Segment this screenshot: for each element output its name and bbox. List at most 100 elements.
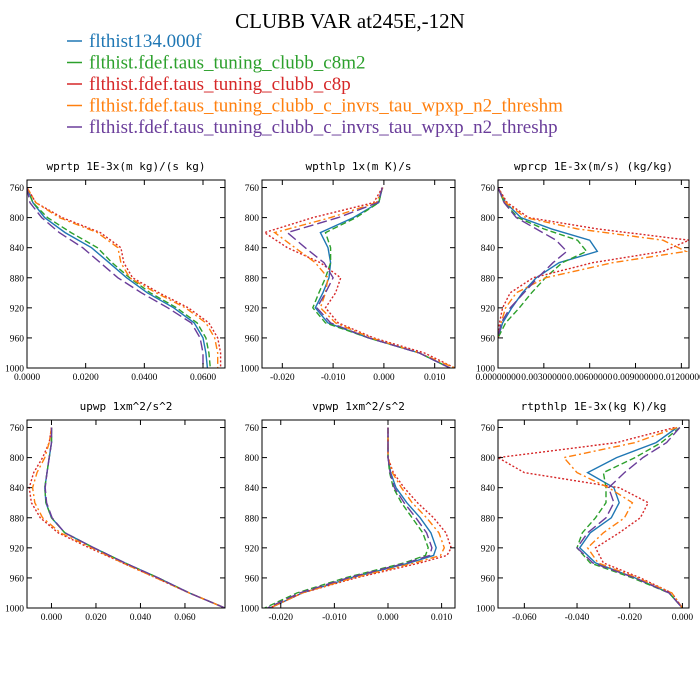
series-line bbox=[27, 187, 222, 368]
y-tick-label: 960 bbox=[10, 334, 25, 344]
y-tick-label: 840 bbox=[245, 484, 260, 494]
y-tick-label: 920 bbox=[10, 544, 25, 554]
y-tick-label: 840 bbox=[481, 484, 496, 494]
y-tick-label: 800 bbox=[481, 214, 496, 224]
y-tick-label: 920 bbox=[481, 304, 496, 314]
legend-entry: flthist.fdef.taus_tuning_clubb_c_invrs_t… bbox=[89, 96, 563, 117]
x-tick-label: 0.010 bbox=[431, 613, 453, 623]
series-line bbox=[562, 426, 683, 608]
series-line bbox=[44, 427, 225, 608]
x-tick-label: 0.0600 bbox=[190, 373, 216, 383]
panel: vpwp 1xm^2/s^2 760 800 840 880 920 960 1000 -0.0… bbox=[240, 400, 456, 623]
panel: wprtp 1E-3x(m kg)/(s kg) 760 800 840 880 920 9… bbox=[5, 160, 226, 383]
series-group bbox=[262, 187, 455, 368]
legend-entry: flthist134.000f bbox=[89, 31, 202, 52]
y-tick-label: 920 bbox=[481, 544, 496, 554]
y-tick-label: 840 bbox=[10, 484, 25, 494]
x-tick-label: 0.040 bbox=[130, 613, 152, 623]
series-line bbox=[498, 187, 568, 339]
series-line bbox=[269, 427, 452, 608]
y-tick-label: 840 bbox=[10, 244, 25, 254]
series-group bbox=[498, 187, 689, 339]
y-tick-label: 880 bbox=[10, 274, 25, 284]
y-tick-label: 920 bbox=[245, 544, 260, 554]
y-tick-label: 960 bbox=[245, 334, 260, 344]
y-tick-label: 760 bbox=[245, 424, 260, 434]
series-line bbox=[498, 187, 588, 339]
series-line bbox=[498, 187, 689, 339]
y-tick-label: 760 bbox=[245, 184, 260, 194]
series-line bbox=[498, 426, 683, 608]
y-tick-label: 880 bbox=[245, 514, 260, 524]
y-tick-label: 760 bbox=[10, 184, 25, 194]
plot-frame bbox=[26, 179, 226, 369]
panel: wpthlp 1x(m K)/s 760 800 840 880 920 960 1000 -0… bbox=[240, 160, 456, 383]
y-tick-label: 1000 bbox=[476, 365, 495, 375]
y-tick-label: 1000 bbox=[476, 605, 495, 615]
y-tick-label: 760 bbox=[10, 424, 25, 434]
legend: flthist134.000fflthist.fdef.taus_tuning_… bbox=[67, 31, 563, 138]
series-line bbox=[267, 427, 433, 608]
y-tick-label: 920 bbox=[10, 304, 25, 314]
x-tick-label: 0.0200 bbox=[73, 373, 99, 383]
legend-entry: flthist.fdef.taus_tuning_clubb_c8m2 bbox=[89, 53, 366, 74]
legend-entry: flthist.fdef.taus_tuning_clubb_c_invrs_t… bbox=[89, 117, 558, 138]
series-line bbox=[27, 187, 219, 368]
x-tick-label: 0.0000 bbox=[14, 373, 40, 383]
series-line bbox=[576, 426, 683, 608]
series-line bbox=[285, 187, 451, 368]
x-tick-label: -0.010 bbox=[321, 373, 346, 383]
panel-title: vpwp 1xm^2/s^2 bbox=[312, 400, 405, 413]
x-tick-label: 0.020 bbox=[85, 613, 107, 623]
series-line bbox=[27, 187, 211, 368]
x-tick-label: -0.020 bbox=[268, 613, 293, 623]
series-line bbox=[498, 187, 689, 338]
y-tick-label: 760 bbox=[481, 184, 496, 194]
y-tick-label: 880 bbox=[481, 274, 496, 284]
series-line bbox=[576, 427, 683, 608]
y-tick-label: 1000 bbox=[5, 365, 24, 375]
plot-frame bbox=[497, 179, 690, 369]
x-tick-label: 0.00000000 bbox=[475, 373, 520, 383]
y-tick-label: 840 bbox=[481, 244, 496, 254]
series-group bbox=[264, 427, 452, 608]
legend-entry: flthist.fdef.taus_tuning_clubb_c8p bbox=[89, 74, 351, 95]
plot-frame bbox=[26, 419, 226, 609]
figure-title: CLUBB VAR at245E,-12N bbox=[235, 9, 465, 33]
series-line bbox=[31, 427, 225, 608]
y-tick-label: 840 bbox=[245, 244, 260, 254]
x-tick-label: 0.000 bbox=[373, 373, 395, 383]
x-tick-label: -0.040 bbox=[565, 613, 590, 623]
y-tick-label: 880 bbox=[245, 274, 260, 284]
y-tick-label: 960 bbox=[10, 574, 25, 584]
x-tick-label: 0.000 bbox=[41, 613, 63, 623]
y-tick-label: 880 bbox=[481, 514, 496, 524]
panel-title: wprtp 1E-3x(m kg)/(s kg) bbox=[47, 160, 206, 173]
panel-title: wpthlp 1x(m K)/s bbox=[306, 160, 412, 173]
series-line bbox=[44, 427, 225, 608]
series-group bbox=[27, 187, 222, 368]
panels: wprtp 1E-3x(m kg)/(s kg) 760 800 840 880 920 9… bbox=[5, 160, 700, 623]
y-tick-label: 800 bbox=[10, 214, 25, 224]
series-line bbox=[498, 187, 599, 339]
plot-frame bbox=[261, 179, 456, 369]
series-line bbox=[264, 427, 429, 608]
x-tick-label: 0.00300000 bbox=[521, 373, 566, 383]
y-tick-label: 960 bbox=[481, 574, 496, 584]
panel-title: wprcp 1E-3x(m/s) (kg/kg) bbox=[514, 160, 673, 173]
y-tick-label: 1000 bbox=[5, 605, 24, 615]
y-tick-label: 800 bbox=[245, 214, 260, 224]
plot-frame bbox=[261, 419, 456, 609]
y-tick-label: 800 bbox=[10, 454, 25, 464]
y-tick-label: 880 bbox=[10, 514, 25, 524]
series-group bbox=[498, 426, 683, 608]
panel: rtpthlp 1E-3x(kg K)/kg 760 800 840 880 920 960… bbox=[476, 400, 693, 623]
y-tick-label: 960 bbox=[245, 574, 260, 584]
y-tick-label: 1000 bbox=[240, 605, 259, 615]
series-line bbox=[578, 426, 683, 608]
panel: wprcp 1E-3x(m/s) (kg/kg) 760 800 840 880 920 9… bbox=[475, 160, 700, 383]
series-line bbox=[27, 187, 204, 368]
y-tick-label: 800 bbox=[245, 454, 260, 464]
series-line bbox=[28, 427, 225, 608]
